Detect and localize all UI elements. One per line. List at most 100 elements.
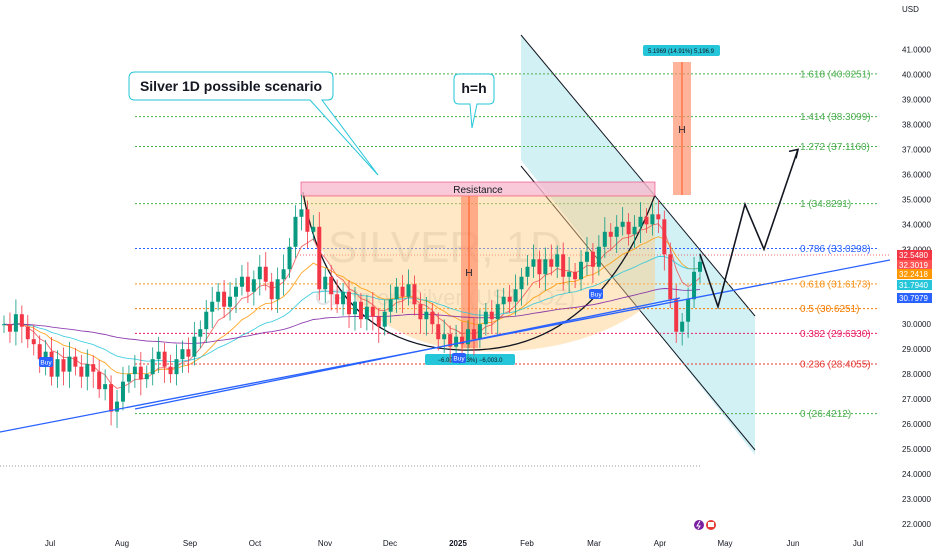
candle-body [97, 371, 102, 390]
candle-body [519, 276, 524, 290]
price-tick: 23.0000 [902, 495, 931, 504]
channel-lower-line [520, 165, 756, 451]
candle-body [222, 291, 227, 307]
candle-body [180, 349, 185, 360]
candle-body [364, 306, 369, 320]
time-tick: Jul [45, 539, 55, 548]
target-label-h: H [678, 125, 685, 136]
candle-body [7, 324, 12, 332]
cup-depth-label: H [465, 268, 472, 279]
candle-body [418, 304, 423, 320]
time-tick: Oct [249, 539, 262, 548]
candle-body [192, 336, 197, 357]
candle-body [31, 339, 36, 345]
candle-body [584, 251, 589, 262]
candle-body [692, 271, 697, 300]
candle-body [352, 301, 357, 315]
fib-label-1: 1 (34.8291) [800, 199, 851, 210]
candle-body [204, 311, 209, 330]
candle-body [317, 226, 322, 290]
buy-badge-text: Buy [453, 356, 465, 363]
time-tick: Mar [587, 539, 601, 548]
time-axis[interactable]: Jul Aug Sep Oct Nov Dec 2025 Feb Mar Apr May Jun Jul [45, 539, 863, 548]
price-badge [897, 280, 932, 290]
candle-body [174, 359, 179, 375]
candle-body [668, 254, 673, 300]
candle-body [109, 384, 114, 412]
price-axis[interactable]: USD 41.0000 40.0000 39.0000 38.0000 37.0000 36… [890, 0, 932, 550]
candle-body [370, 306, 375, 317]
buy-badge [452, 353, 466, 363]
candle-body [602, 231, 607, 247]
candle-body [543, 259, 548, 275]
candle-body [37, 344, 42, 360]
candle-body [85, 364, 90, 377]
candle-body [650, 214, 655, 225]
candle-body [466, 329, 470, 345]
price-tick: 22.0000 [902, 520, 931, 529]
candle-body [275, 279, 280, 300]
candle-body [210, 301, 215, 312]
candle-body [2, 324, 6, 326]
hh-callout-text: h=h [461, 80, 486, 96]
fib-label-0.5: 0.5 (30.6251) [800, 304, 860, 315]
callouts: Silver 1D possible scenario h=h [128, 71, 495, 176]
candle-body [561, 254, 566, 277]
candle-body [43, 351, 48, 360]
buy-badge-text: Buy [590, 292, 602, 299]
candle-body [656, 214, 661, 220]
price-tick: 28.0000 [902, 370, 931, 379]
footer-icons[interactable] [694, 520, 716, 530]
scenario-path [699, 149, 799, 310]
hh-callout-box [453, 73, 495, 129]
time-tick: 2025 [449, 539, 467, 548]
flag-icon-glyph [708, 522, 714, 527]
price-tick: 37.0000 [902, 145, 931, 154]
time-tick: May [717, 539, 732, 548]
price-badge [897, 260, 932, 270]
candle-body [329, 276, 334, 295]
lightning-icon-glyph [696, 520, 701, 530]
candle-body [162, 351, 167, 367]
candle-body [590, 251, 595, 267]
support-trendline [134, 297, 681, 410]
price-tick: 35.0000 [902, 195, 931, 204]
candle-body [620, 221, 625, 227]
candle-body [388, 299, 393, 312]
price-badge [897, 250, 932, 260]
time-tick: Feb [520, 539, 534, 548]
candle-body [489, 311, 494, 320]
candle-body [531, 259, 536, 267]
candle-body [293, 216, 298, 247]
price-tick: 24.0000 [902, 470, 931, 479]
currency-label: USD [902, 5, 919, 14]
candle-body [358, 301, 363, 320]
candle-body [341, 291, 346, 305]
candle-body [228, 296, 233, 307]
candle-body [347, 291, 352, 315]
candle-body [281, 269, 286, 280]
candle-body [424, 311, 429, 320]
scenario-arrow-head [788, 148, 800, 159]
candle-body [537, 259, 542, 275]
time-tick: Nov [318, 539, 332, 548]
candle-body [448, 334, 453, 347]
price-tick: 38.0000 [902, 120, 931, 129]
candle-body [638, 216, 643, 227]
title-callout-box [128, 71, 379, 176]
candle-body [477, 324, 482, 340]
candle-body [311, 226, 316, 232]
fib-label-0.618: 0.618 (31.6173) [800, 279, 871, 290]
candle-body [234, 286, 238, 297]
annotation-zones: Resistance H −6.003 (−23%) −6,003.0 H 5.1969… [300, 45, 720, 365]
watermark-symbol: SILVER, 1D [328, 223, 562, 272]
fib-label-0.786: 0.786 (33.0298) [800, 244, 871, 255]
price-tick: 30.0000 [902, 320, 931, 329]
candle-body [168, 366, 173, 375]
candle-body [13, 314, 18, 332]
candle-body [263, 266, 268, 282]
candle-body [156, 351, 161, 360]
candle-body [55, 359, 60, 377]
candle-body [662, 219, 667, 255]
